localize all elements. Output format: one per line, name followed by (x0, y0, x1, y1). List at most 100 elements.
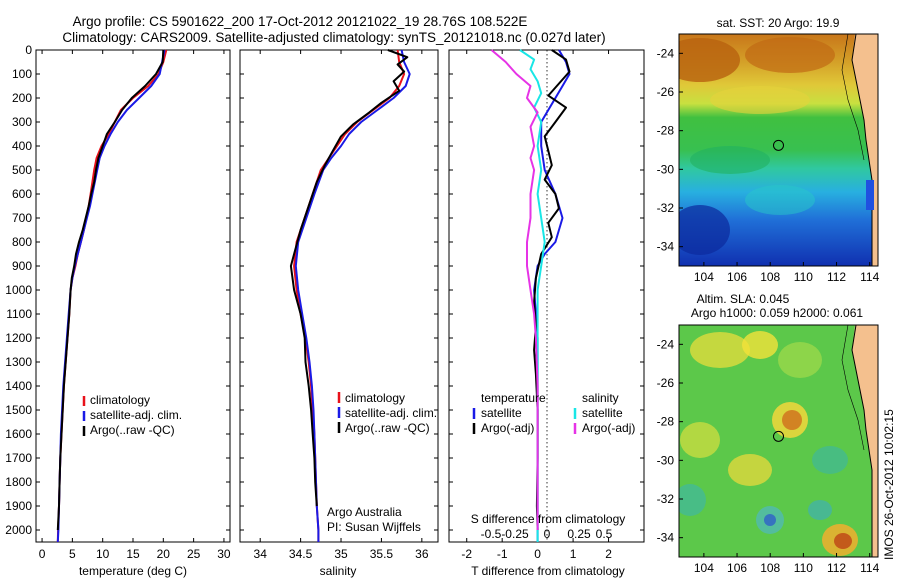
lat-tick-label: -24 (657, 46, 675, 60)
s-tick-label: -0.25 (501, 527, 529, 541)
s-tick-label: 0.25 (567, 527, 591, 541)
x-tick-label: 2 (605, 547, 612, 561)
difference-panel-y-ticks (449, 49, 644, 531)
s-difference-axis-label: S difference from climatology (471, 512, 626, 526)
x-tick-label: 1 (570, 547, 577, 561)
depth-tick-label: 1700 (5, 451, 32, 465)
lon-tick-label: 106 (727, 561, 747, 575)
depth-tick-label: 200 (12, 91, 32, 105)
s-difference-axis-ticks: -0.5 -0.25 0 0.25 0.5 (481, 527, 613, 541)
legend-label-sal-argo: Argo(-adj) (582, 421, 635, 435)
figure-title-line1: Argo profile: CS 5901622_200 17-Oct-2012… (73, 14, 528, 29)
legend-label-climatology: climatology (90, 393, 150, 407)
x-tick-label: -1 (497, 547, 508, 561)
lon-tick-label: 108 (760, 270, 780, 284)
depth-tick-label: 1100 (6, 307, 32, 321)
lon-tick-label: 110 (794, 561, 813, 575)
depth-tick-label: 1000 (5, 283, 32, 297)
legend-label-climatology: climatology (345, 391, 405, 405)
x-tick-label: 20 (157, 547, 171, 561)
lat-tick-label: -32 (657, 492, 675, 506)
lat-tick-label: -30 (657, 453, 675, 467)
depth-tick-label: 0 (25, 43, 32, 57)
depth-tick-label: 1500 (5, 403, 32, 417)
depth-tick-label: 1600 (5, 427, 32, 441)
series-line-sal_sat (519, 49, 546, 542)
lat-tick-label: -34 (657, 531, 675, 545)
sla-map-longitude-ticks: 104 106 108 110 112 114 (694, 553, 880, 575)
series-line-argo (533, 49, 571, 531)
lat-tick-label: -32 (657, 201, 675, 215)
s-tick-label: 0 (544, 527, 551, 541)
lat-tick-label: -34 (657, 240, 675, 254)
sst-map-panel: sat. SST: 20 Argo: 19.9 104 106 108 110 112 1… (657, 16, 880, 284)
legend-label-argo: Argo(..raw -QC) (345, 421, 430, 435)
lat-tick-label: -24 (657, 337, 675, 351)
legend-label-temp-argo: Argo(-adj) (481, 421, 534, 435)
sst-map-longitude-ticks: 104 106 108 110 112 114 (694, 262, 880, 284)
sla-map-title-line1: Altim. SLA: 0.045 (697, 292, 790, 306)
imos-timestamp: IMOS 26-Oct-2012 10:02:15 (882, 409, 896, 560)
depth-tick-label: 1300 (5, 355, 32, 369)
series-line-sal_argo (490, 49, 539, 530)
x-tick-label: 0 (534, 547, 541, 561)
legend-heading-salinity: salinity (582, 391, 619, 405)
argo-float-marker (773, 139, 784, 151)
sla-field (679, 325, 878, 557)
sla-map-latitude-ticks: -24 -26 -28 -30 -32 -34 (657, 337, 683, 545)
lat-tick-label: -26 (657, 85, 675, 99)
salinity-profile-panel: 34 34.5 35 35.5 36 climatology satellite-adj… (239, 49, 439, 578)
s-tick-label: 0.5 (596, 527, 613, 541)
lon-tick-label: 104 (694, 270, 714, 284)
legend-heading-temperature: temperature (481, 391, 546, 405)
x-tick-label: 25 (187, 547, 201, 561)
difference-series (490, 49, 571, 542)
series-line-argo (56, 49, 165, 531)
data-source-line2: PI: Susan Wijffels (327, 520, 421, 534)
t-difference-axis-ticks: -2 -1 0 1 2 (461, 50, 612, 561)
depth-tick-label: 1400 (5, 379, 32, 393)
x-tick-label: 35 (334, 547, 348, 561)
depth-tick-label: 500 (12, 163, 32, 177)
x-tick-label: 15 (126, 547, 140, 561)
lon-tick-label: 114 (860, 561, 879, 575)
temperature-axis-ticks: 0 5 10 15 20 25 30 (39, 50, 231, 561)
legend-label-satellite-adj: satellite-adj. clim. (345, 406, 437, 420)
depth-tick-label: 1900 (5, 499, 32, 513)
salinity-axis-ticks: 34 34.5 35 35.5 36 (254, 50, 429, 561)
salinity-series (289, 49, 411, 542)
lon-tick-label: 112 (827, 561, 846, 575)
depth-tick-label: 400 (12, 139, 32, 153)
temperature-profile-panel: 0100200300400500600700800900100011001200… (5, 43, 231, 578)
lon-tick-label: 112 (827, 270, 846, 284)
x-tick-label: 30 (217, 547, 231, 561)
sla-map-panel: Altim. SLA: 0.045 Argo h1000: 0.059 h200… (657, 292, 880, 575)
s-tick-label: -0.5 (481, 527, 502, 541)
legend-label-sal-satellite: satellite (582, 406, 623, 420)
x-tick-label: 35.5 (370, 547, 394, 561)
x-tick-label: 34.5 (289, 547, 313, 561)
x-tick-label: -2 (461, 547, 472, 561)
difference-profile-panel: -2 -1 0 1 2 temperature satellite Argo(-adj)… (448, 49, 645, 578)
sst-map-title: sat. SST: 20 Argo: 19.9 (717, 16, 840, 30)
salinity-legend: climatology satellite-adj. clim. Argo(..… (337, 391, 437, 435)
lon-tick-label: 110 (794, 270, 813, 284)
x-tick-label: 10 (96, 547, 110, 561)
lon-tick-label: 104 (694, 561, 714, 575)
temperature-legend: climatology satellite-adj. clim. Argo(..… (82, 393, 182, 437)
temperature-series (56, 49, 168, 543)
depth-tick-label: 300 (12, 115, 32, 129)
x-tick-label: 5 (69, 547, 76, 561)
sst-map-latitude-ticks: -24 -26 -28 -30 -32 -34 (657, 46, 683, 254)
depth-tick-label: 100 (12, 67, 32, 81)
x-tick-label: 34 (254, 547, 268, 561)
depth-tick-label: 1800 (5, 475, 32, 489)
lon-tick-label: 114 (860, 270, 879, 284)
lat-tick-label: -28 (657, 124, 675, 138)
sst-field (679, 34, 878, 266)
depth-tick-label: 700 (12, 211, 32, 225)
depth-tick-label: 1200 (5, 331, 32, 345)
depth-tick-label: 800 (12, 235, 32, 249)
depth-tick-label: 900 (12, 259, 32, 273)
